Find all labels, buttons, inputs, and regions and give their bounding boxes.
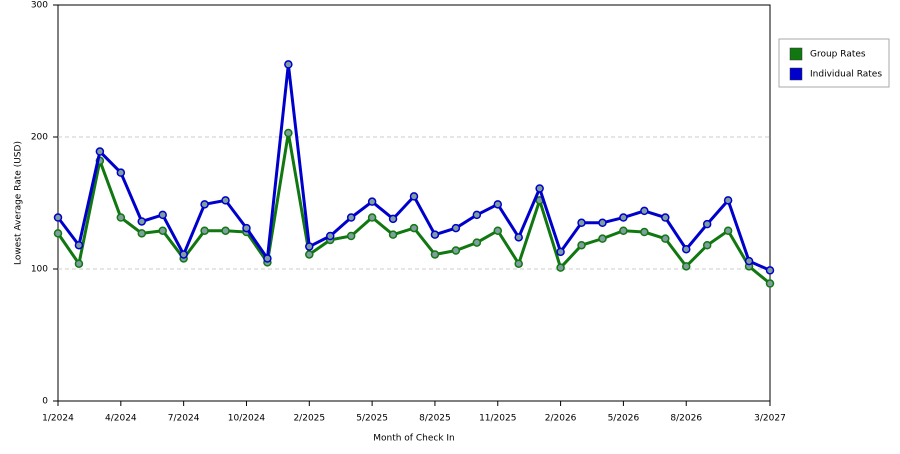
data-point xyxy=(116,168,126,177)
x-tick-label: 8/2026 xyxy=(670,414,702,424)
data-point xyxy=(263,254,272,263)
data-point xyxy=(158,226,167,235)
x-tick-label: 7/2024 xyxy=(168,414,200,424)
y-tick-label: 300 xyxy=(31,1,48,11)
x-tick-label: 10/2024 xyxy=(228,414,266,424)
data-point xyxy=(346,231,356,241)
data-point xyxy=(305,242,314,251)
x-tick-label: 1/2024 xyxy=(42,414,74,424)
data-point xyxy=(409,192,419,201)
data-point xyxy=(514,233,523,242)
data-point xyxy=(640,227,649,237)
data-point xyxy=(430,230,440,239)
data-point xyxy=(388,214,398,224)
data-point xyxy=(221,226,230,235)
data-point xyxy=(598,234,607,243)
data-point xyxy=(472,238,482,247)
data-point xyxy=(493,200,503,209)
data-point xyxy=(325,231,335,241)
data-point xyxy=(200,200,209,209)
data-point xyxy=(221,196,230,205)
data-point xyxy=(619,213,628,222)
data-point xyxy=(472,210,482,220)
data-point xyxy=(409,223,419,233)
data-point xyxy=(451,246,461,255)
data-point xyxy=(95,147,105,156)
data-point xyxy=(367,213,377,222)
legend-label: Group Rates xyxy=(810,50,866,60)
data-point xyxy=(514,259,523,268)
x-tick-label: 2/2025 xyxy=(293,414,325,424)
data-point xyxy=(284,128,293,138)
data-point xyxy=(116,213,126,222)
y-tick-label: 0 xyxy=(42,397,48,407)
legend-label: Individual Rates xyxy=(810,70,882,80)
data-point xyxy=(284,60,293,69)
data-point xyxy=(723,196,733,205)
data-point xyxy=(556,263,565,272)
data-point xyxy=(681,244,691,254)
data-point xyxy=(640,206,649,216)
data-point xyxy=(451,223,461,233)
data-point xyxy=(577,240,586,250)
data-point xyxy=(367,197,377,206)
data-point xyxy=(765,279,775,288)
data-point xyxy=(535,184,544,193)
data-point xyxy=(619,226,628,235)
data-point xyxy=(74,259,84,268)
x-tick-label: 5/2025 xyxy=(356,414,388,424)
data-point xyxy=(702,240,712,250)
data-point xyxy=(200,226,209,235)
data-point xyxy=(493,226,503,235)
data-point xyxy=(661,234,670,243)
data-point xyxy=(158,210,167,220)
legend-swatch xyxy=(789,47,803,61)
data-point xyxy=(661,213,670,222)
data-point xyxy=(242,223,251,233)
data-point xyxy=(53,213,63,222)
data-point xyxy=(179,250,188,259)
legend-swatch xyxy=(789,67,803,81)
x-tick-label: 8/2025 xyxy=(419,414,451,424)
data-point xyxy=(346,213,356,222)
data-point xyxy=(702,219,712,229)
x-tick-label: 3/2027 xyxy=(754,414,786,424)
data-point xyxy=(681,262,691,271)
x-tick-label: 11/2025 xyxy=(479,414,516,424)
data-point xyxy=(137,229,147,238)
plot-area xyxy=(57,4,771,402)
data-point xyxy=(137,217,147,226)
x-tick-label: 5/2026 xyxy=(608,414,640,424)
data-point xyxy=(744,256,754,266)
y-axis-label: Lowest Average Rate (USD) xyxy=(14,141,24,265)
x-tick-label: 4/2024 xyxy=(105,414,137,424)
data-point xyxy=(305,250,314,259)
y-tick-label: 100 xyxy=(31,265,48,275)
x-axis-label: Month of Check In xyxy=(373,434,455,444)
data-point xyxy=(388,230,398,239)
y-tick-label: 200 xyxy=(31,133,48,143)
data-point xyxy=(577,218,586,228)
data-point xyxy=(723,226,733,235)
data-point xyxy=(765,266,775,275)
data-point xyxy=(598,218,607,228)
data-point xyxy=(430,250,440,259)
data-point xyxy=(556,247,565,257)
data-point xyxy=(74,240,84,250)
data-point xyxy=(53,229,63,238)
x-tick-label: 2/2026 xyxy=(545,414,577,424)
